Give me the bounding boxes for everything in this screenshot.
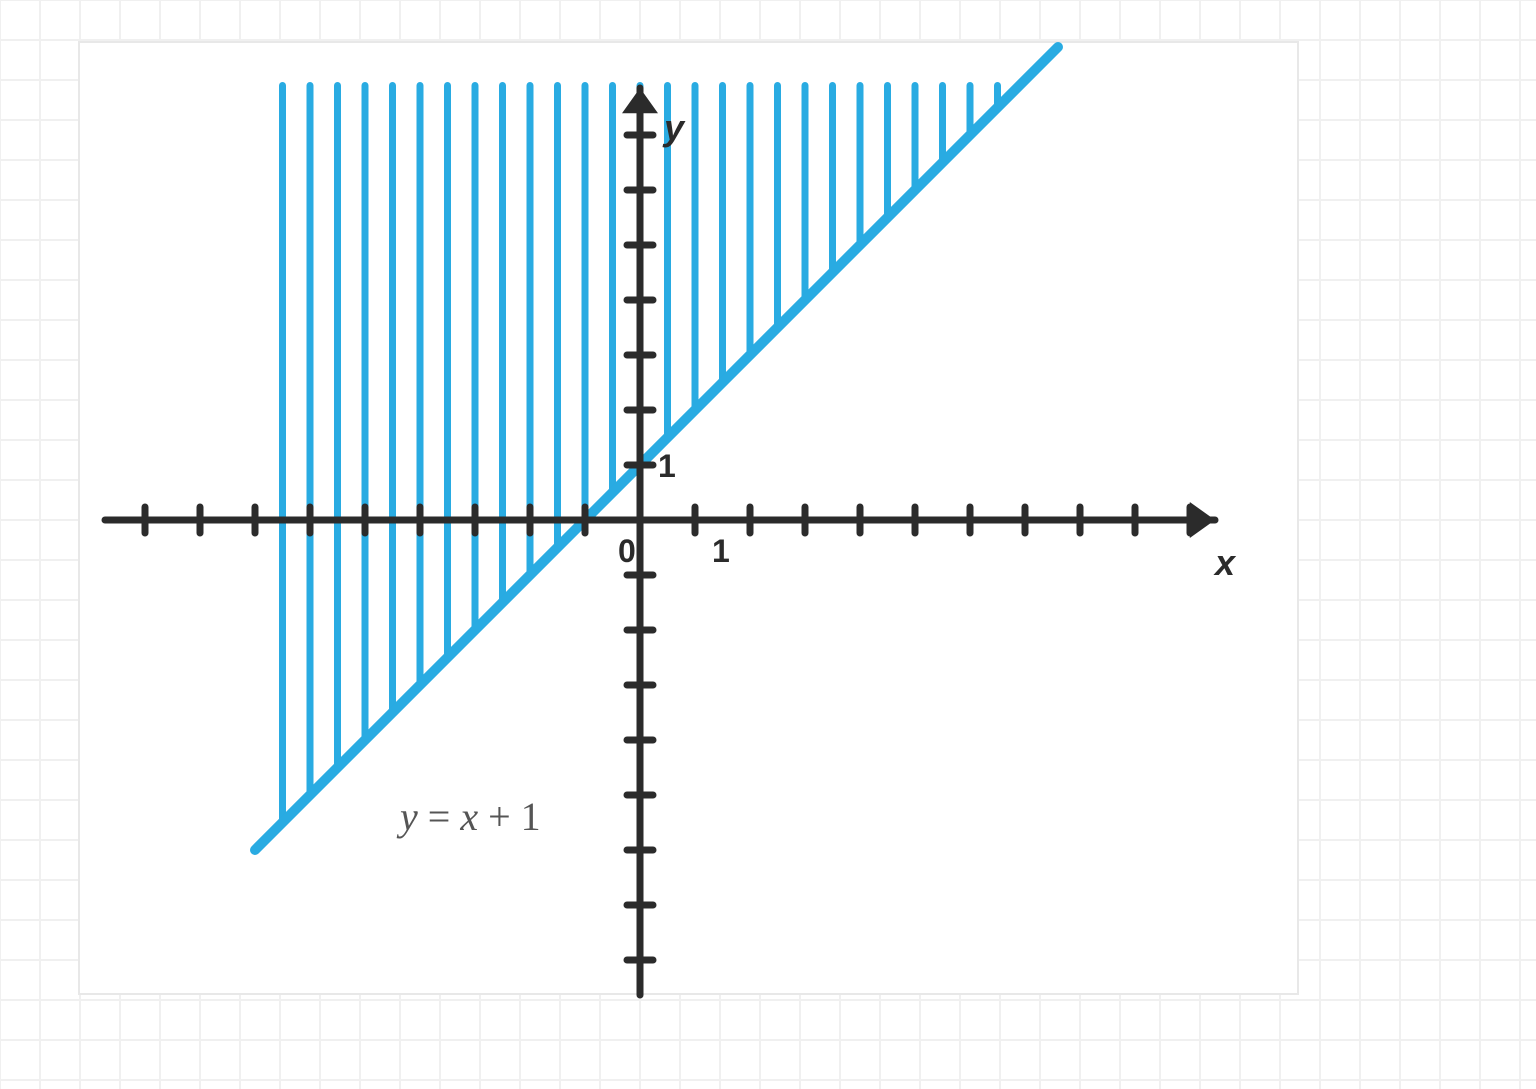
label-origin: 0: [618, 533, 636, 569]
label-y-axis: y: [662, 107, 686, 148]
chart-container: 0 1 1 x y y = x + 1: [0, 0, 1536, 1089]
label-one-y: 1: [658, 448, 676, 484]
label-x-axis: x: [1213, 542, 1237, 583]
chart-svg: 0 1 1 x y y = x + 1: [0, 0, 1536, 1089]
label-equation: y = x + 1: [396, 794, 541, 839]
label-one-x: 1: [712, 533, 730, 569]
